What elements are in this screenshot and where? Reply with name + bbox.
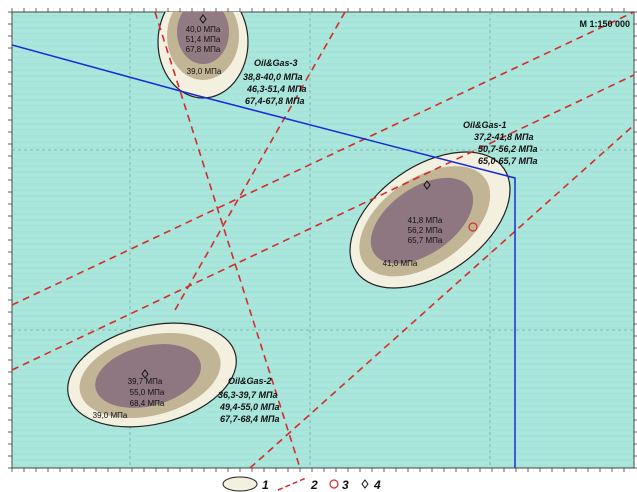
field-range: 36,3-39,7 МПа <box>218 390 278 400</box>
center-value: 68,4 МПа <box>130 399 165 408</box>
field-name: Oil&Gas-3 <box>254 58 298 68</box>
contour-label: 39,0 МПа <box>93 411 128 420</box>
field-oil-gas-3-zones <box>157 12 249 99</box>
boundary-line <box>12 44 516 468</box>
zone-ellipse-icon <box>222 476 258 492</box>
legend-label: 4 <box>373 478 381 492</box>
field-range: 65,0-65,7 МПа <box>478 156 538 166</box>
dashed-line-icon <box>277 477 307 491</box>
circle-icon <box>329 479 339 489</box>
diamond-icon <box>199 14 207 24</box>
contour-label: 41,0 МПа <box>383 259 418 268</box>
center-value: 65,7 МПа <box>408 236 443 245</box>
field-range: 46,3-51,4 МПа <box>246 84 307 94</box>
scale-label: M 1:150 000 <box>579 19 630 29</box>
contour-label: 39,0 МПа <box>187 67 222 76</box>
field-name: Oil&Gas-2 <box>228 376 272 386</box>
field-range: 38,8-40,0 МПа <box>243 72 303 82</box>
center-value: 51,4 МПа <box>186 35 221 44</box>
field-range: 37,2-41,8 МПа <box>474 132 534 142</box>
field-oil-gas-1-zones <box>349 151 511 289</box>
field-range: 49,4-55,0 МПа <box>219 402 280 412</box>
diamond-icon <box>141 369 149 379</box>
center-value: 67,8 МПа <box>186 45 221 54</box>
field-name: Oil&Gas-1 <box>463 120 507 130</box>
field-oil-gas-2-zones <box>67 322 237 428</box>
center-value: 56,2 МПа <box>408 226 443 235</box>
diamond-icon <box>423 180 431 190</box>
frame-ticks <box>8 8 637 472</box>
field-range: 67,4-67,8 МПа <box>245 96 305 106</box>
center-value: 39,7 МПа <box>128 377 163 386</box>
diamond-icon <box>361 479 369 489</box>
legend-label: 2 <box>310 478 318 492</box>
circle-icon <box>468 222 478 232</box>
field-range: 67,7-68,4 МПа <box>220 414 280 424</box>
legend-label: 1 <box>262 478 269 492</box>
legend: 1 2 3 4 <box>222 476 381 492</box>
fine-grid <box>12 15 634 467</box>
center-value: 41,8 МПа <box>408 216 443 225</box>
fault-lines <box>12 12 634 468</box>
center-value: 40,0 МПа <box>186 25 221 34</box>
legend-label: 3 <box>342 478 349 492</box>
center-value: 55,0 МПа <box>130 388 165 397</box>
field-range: 50,7-56,2 МПа <box>478 144 538 154</box>
